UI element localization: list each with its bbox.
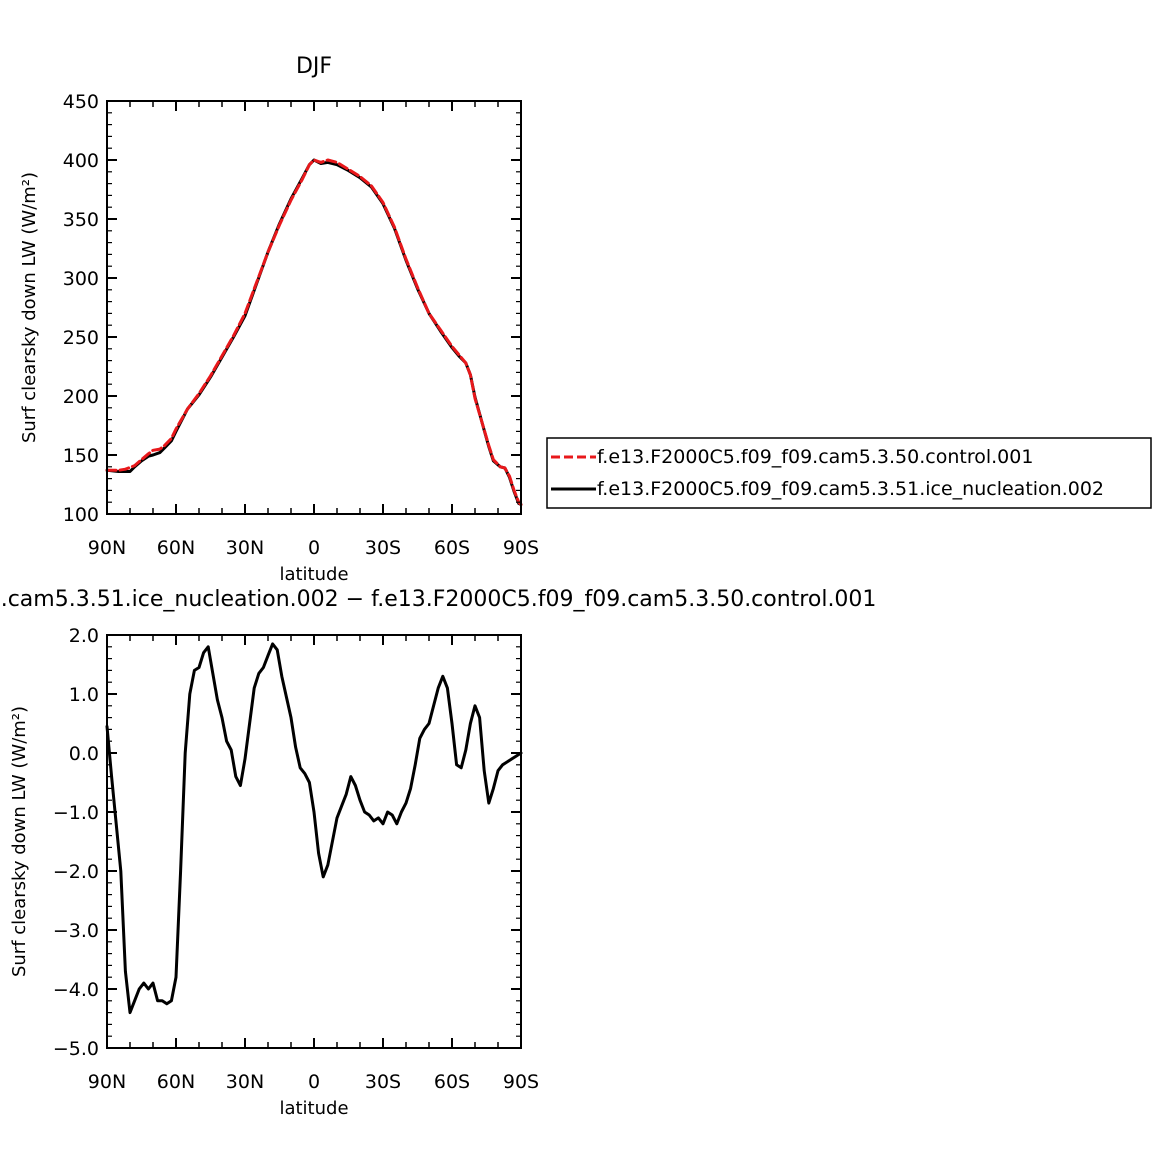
top-y-tick-label: 400 bbox=[63, 150, 99, 172]
bottom-x-tick-label: 0 bbox=[308, 1071, 320, 1093]
bottom-y-tick-label: −1.0 bbox=[53, 802, 99, 824]
top-x-tick-label: 90N bbox=[88, 537, 126, 559]
bottom-x-tick-label: 30S bbox=[365, 1071, 401, 1093]
bottom-chart-frame bbox=[106, 634, 522, 1049]
top-y-tick-label: 250 bbox=[63, 327, 99, 349]
top-chart-y-axis-label: Surf clearsky down LW (W/m²) bbox=[19, 172, 40, 443]
top-y-tick-label: 350 bbox=[63, 209, 99, 231]
bottom-chart-panel: f.e13.F2000C5.f09_f09.cam5.3.51.ice_nucl… bbox=[0, 587, 876, 1119]
bottom-x-tick-label: 30N bbox=[226, 1071, 264, 1093]
legend-box bbox=[546, 437, 1152, 509]
top-x-tick-label: 60S bbox=[434, 537, 470, 559]
top-x-tick-label: 60N bbox=[157, 537, 195, 559]
bottom-y-tick-label: 0.0 bbox=[69, 743, 99, 765]
top-chart-series bbox=[105, 158, 523, 507]
bottom-y-tick-label: −4.0 bbox=[53, 979, 99, 1001]
bottom-y-tick-label: 1.0 bbox=[69, 684, 99, 706]
top-x-tick-label: 90S bbox=[503, 537, 539, 559]
legend-entry-ice-nucleation: f.e13.F2000C5.f09_f09.cam5.3.51.ice_nucl… bbox=[597, 478, 1104, 500]
bottom-chart-x-axis-label: latitude bbox=[279, 1098, 348, 1119]
bottom-chart-title: f.e13.F2000C5.f09_f09.cam5.3.51.ice_nucl… bbox=[0, 587, 876, 612]
bottom-chart-y-axis-label: Surf clearsky down LW (W/m²) bbox=[9, 706, 30, 977]
top-chart-ticks: 90N 60N 30N 0 30S 60S 90S 100 150 200 250 300 350 400… bbox=[63, 91, 539, 559]
bottom-y-tick-label: −2.0 bbox=[53, 861, 99, 883]
top-y-tick-label: 150 bbox=[63, 445, 99, 467]
top-chart-x-axis-label: latitude bbox=[279, 564, 348, 585]
top-chart-title: DJF bbox=[296, 54, 332, 79]
bottom-y-tick-label: −5.0 bbox=[53, 1038, 99, 1060]
top-x-tick-label: 30N bbox=[226, 537, 264, 559]
bottom-x-tick-label: 60S bbox=[434, 1071, 470, 1093]
top-series-line-1 bbox=[105, 158, 523, 507]
top-chart-panel: DJF 90N 60N 30N 0 30S 60S 90S 100 150 200 250 300 35… bbox=[19, 54, 539, 585]
bottom-x-tick-label: 90S bbox=[503, 1071, 539, 1093]
bottom-x-tick-label: 90N bbox=[88, 1071, 126, 1093]
top-x-tick-label: 0 bbox=[308, 537, 320, 559]
top-series-line-0 bbox=[105, 158, 523, 507]
bottom-chart-series bbox=[105, 642, 523, 1015]
bottom-x-tick-label: 60N bbox=[157, 1071, 195, 1093]
top-x-tick-label: 30S bbox=[365, 537, 401, 559]
bottom-y-tick-label: −3.0 bbox=[53, 920, 99, 942]
chart-legend: f.e13.F2000C5.f09_f09.cam5.3.50.control.… bbox=[546, 437, 1152, 509]
top-y-tick-label: 100 bbox=[63, 504, 99, 526]
top-y-tick-label: 450 bbox=[63, 91, 99, 113]
top-y-tick-label: 200 bbox=[63, 386, 99, 408]
top-chart-frame bbox=[106, 100, 522, 515]
legend-entry-control: f.e13.F2000C5.f09_f09.cam5.3.50.control.… bbox=[597, 446, 1033, 468]
bottom-series-line-0 bbox=[105, 642, 523, 1015]
top-y-tick-label: 300 bbox=[63, 268, 99, 290]
bottom-y-tick-label: 2.0 bbox=[69, 625, 99, 647]
bottom-chart-ticks: 90N 60N 30N 0 30S 60S 90S −5.0 −4.0 −3.0 −2.0 −1.0 0… bbox=[53, 625, 539, 1093]
